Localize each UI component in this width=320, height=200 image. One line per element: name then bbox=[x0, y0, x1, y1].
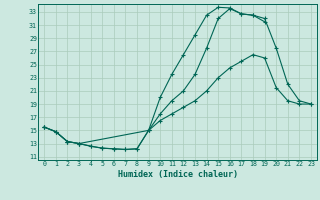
X-axis label: Humidex (Indice chaleur): Humidex (Indice chaleur) bbox=[118, 170, 238, 179]
